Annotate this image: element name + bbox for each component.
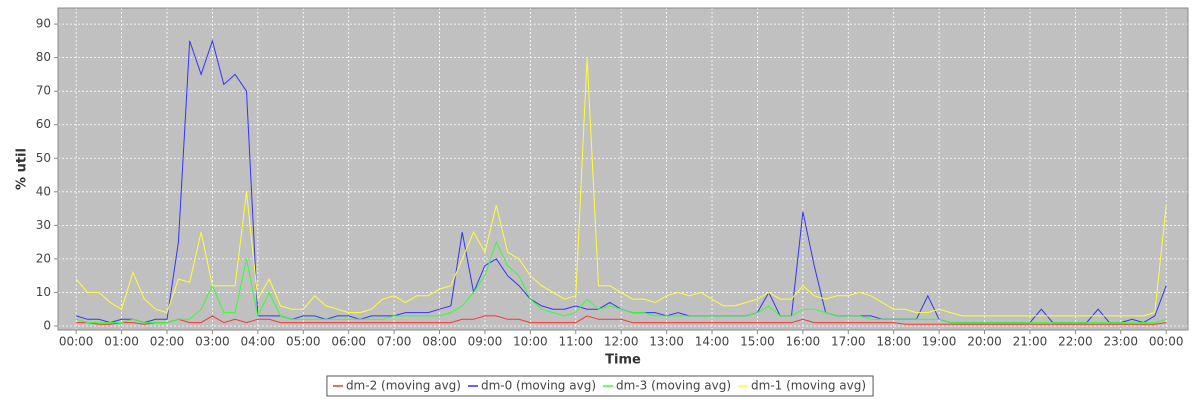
legend-label: dm-2 (moving avg) xyxy=(346,379,461,393)
x-tick-label: 05:00 xyxy=(286,335,321,349)
x-tick-label: 16:00 xyxy=(786,335,821,349)
x-tick-label: 03:00 xyxy=(195,335,230,349)
x-tick-label: 12:00 xyxy=(604,335,639,349)
plot-border xyxy=(57,7,1189,331)
series-line xyxy=(76,315,1167,325)
x-tick-label: 21:00 xyxy=(1013,335,1048,349)
lines xyxy=(75,39,1167,325)
axes: 0 10 20 30 40 50 60 70 80 90 00:00 01:00 02:00 03:00 0… xyxy=(36,17,1184,349)
x-tick-label: 04:00 xyxy=(241,335,276,349)
grid xyxy=(58,8,1188,330)
y-tick-label: 0 xyxy=(43,318,51,332)
x-tick-label: 13:00 xyxy=(649,335,684,349)
y-tick-label: 70 xyxy=(36,84,51,98)
x-tick-label: 00:00 xyxy=(59,335,94,349)
legend-label: dm-0 (moving avg) xyxy=(481,379,596,393)
x-tick-label: 14:00 xyxy=(695,335,730,349)
y-tick-label: 20 xyxy=(36,251,51,265)
x-tick-label: 19:00 xyxy=(922,335,957,349)
x-axis-title: Time xyxy=(605,353,641,368)
series-line xyxy=(75,57,1167,317)
x-tick-label: 11:00 xyxy=(558,335,593,349)
plot-area xyxy=(58,8,1188,330)
x-tick-label: 20:00 xyxy=(967,335,1002,349)
y-tick-label: 60 xyxy=(36,117,51,131)
x-tick-label: 01:00 xyxy=(104,335,139,349)
x-tick-label: 22:00 xyxy=(1058,335,1093,349)
y-tick-label: 80 xyxy=(36,50,51,64)
x-tick-label: 06:00 xyxy=(331,335,366,349)
y-tick-label: 10 xyxy=(36,285,51,299)
y-tick-label: 30 xyxy=(36,218,51,232)
x-tick-label: 02:00 xyxy=(150,335,185,349)
x-tick-label: 18:00 xyxy=(876,335,911,349)
y-axis-title: % util xyxy=(15,148,30,190)
x-tick-label: 08:00 xyxy=(422,335,457,349)
x-tick-label: 00:00 xyxy=(1149,335,1184,349)
legend-label: dm-1 (moving avg) xyxy=(751,379,866,393)
x-tick-label: 10:00 xyxy=(513,335,548,349)
x-tick-label: 17:00 xyxy=(831,335,866,349)
y-tick-label: 40 xyxy=(36,184,51,198)
x-tick-label: 07:00 xyxy=(377,335,412,349)
legend-box xyxy=(326,375,874,397)
series-line xyxy=(76,240,1167,324)
legend-label: dm-3 (moving avg) xyxy=(616,379,731,393)
x-tick-label: 15:00 xyxy=(740,335,775,349)
legend: dm-2 (moving avg) dm-0 (moving avg) dm-3 (… xyxy=(326,375,874,397)
x-tick-label: 23:00 xyxy=(1103,335,1138,349)
y-tick-label: 50 xyxy=(36,151,51,165)
y-tick-label: 90 xyxy=(36,17,51,31)
x-tick-label: 09:00 xyxy=(468,335,503,349)
